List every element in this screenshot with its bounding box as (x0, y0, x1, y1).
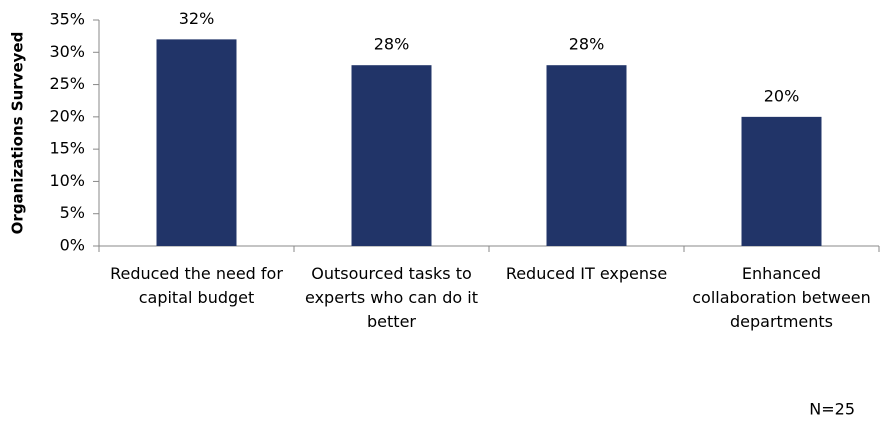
y-tick-label: 0% (60, 236, 85, 255)
x-tick-label: Reduced the need for capital budget (110, 264, 283, 307)
bar (546, 65, 627, 246)
x-tick-label: Reduced IT expense (505, 264, 668, 283)
x-tick-label: Enhanced collaboration between departmen… (692, 264, 871, 331)
y-tick-label: 30% (49, 42, 85, 61)
y-tick-label: 35% (49, 10, 85, 29)
y-tick-label: 15% (49, 139, 85, 158)
value-label: 20% (764, 86, 800, 105)
value-label: 28% (374, 35, 410, 54)
bar (156, 39, 237, 246)
bar (741, 116, 822, 246)
value-label: 28% (569, 35, 605, 54)
annotation: N=25 (809, 400, 855, 419)
y-tick-label: 20% (49, 106, 85, 125)
y-axis-title: Organizations Surveyed (9, 32, 27, 235)
x-tick-label: Outsourced tasks to experts who can do i… (305, 264, 478, 331)
y-tick-label: 10% (49, 171, 85, 190)
y-tick-label: 25% (49, 74, 85, 93)
y-tick-label: 5% (60, 203, 85, 222)
value-label: 32% (179, 9, 215, 28)
bar (351, 65, 432, 246)
